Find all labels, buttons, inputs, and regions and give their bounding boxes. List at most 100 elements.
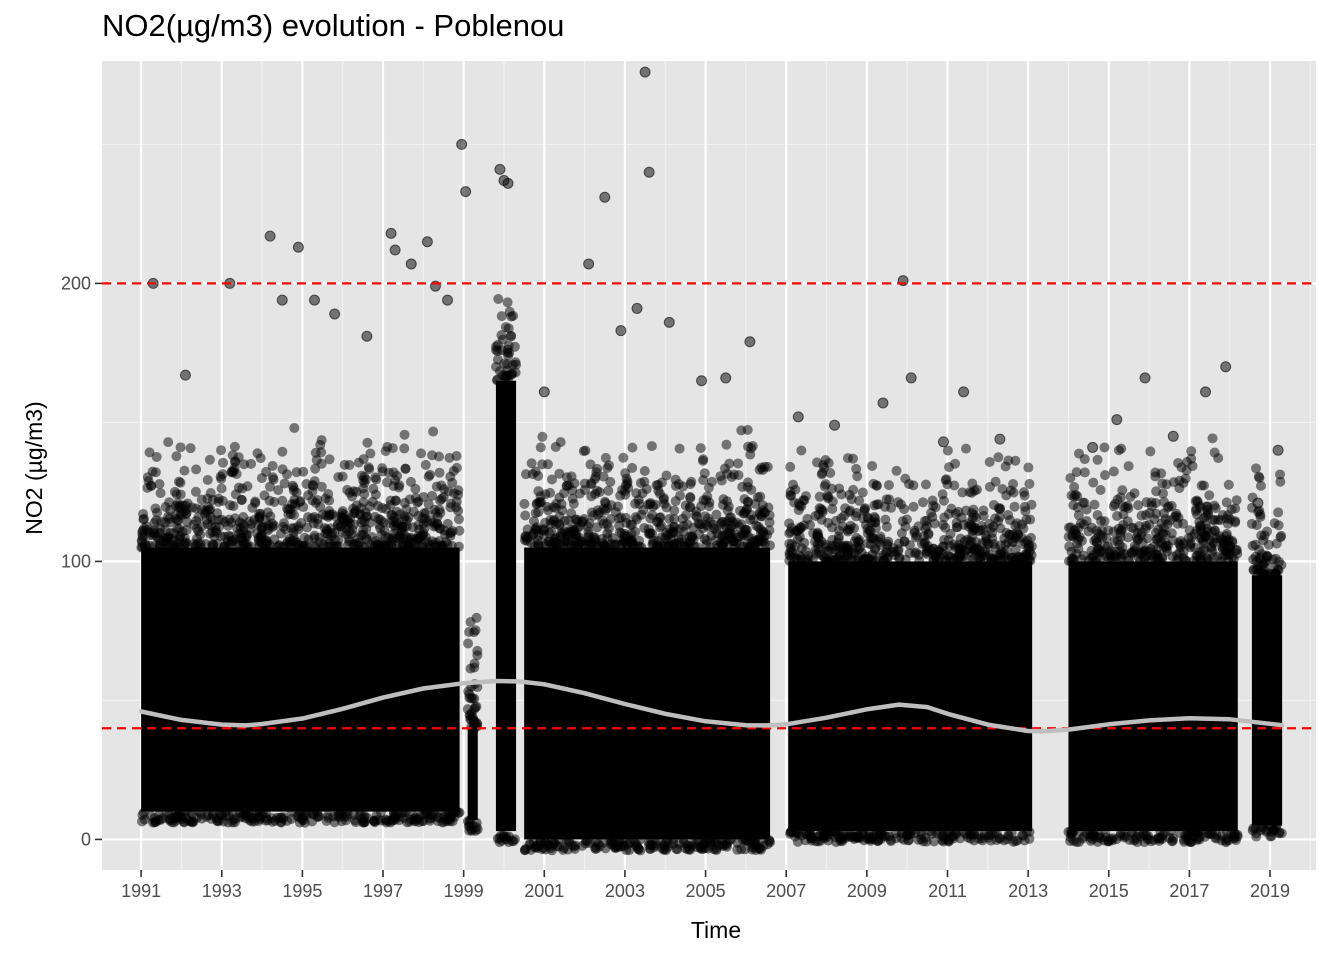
data-point [870,522,881,533]
data-point [169,812,180,823]
data-point [1127,827,1138,838]
data-point [176,510,187,521]
data-point [908,501,919,512]
data-point [605,476,616,487]
data-point [1149,549,1160,560]
data-point [1174,483,1185,494]
data-point [545,487,556,498]
data-point [138,508,149,519]
data-point [598,471,609,482]
data-point [436,480,447,491]
data-point [829,555,840,566]
data-point [920,479,931,490]
data-point [870,544,881,555]
data-point [1273,507,1284,518]
data-point [137,816,148,827]
data-point [646,441,657,452]
outlier-point [292,241,304,253]
data-point [1010,836,1021,847]
data-point [1099,835,1110,846]
data-point [726,471,737,482]
data-point [867,460,878,471]
data-point [1096,547,1107,558]
data-point [1209,447,1220,458]
data-point [1206,542,1217,553]
data-point [883,480,894,491]
data-point [252,448,263,459]
segment-core [788,561,1033,832]
data-point [620,468,631,479]
data-point [298,540,309,551]
data-point [151,451,162,462]
data-segment [136,422,465,828]
outlier-point [179,369,191,381]
data-point [408,813,419,824]
data-point [556,499,567,510]
data-point [291,487,302,498]
x-tick-label: 2001 [524,881,564,901]
data-point [814,491,825,502]
data-point [790,526,801,537]
data-point [377,463,388,474]
data-point [433,451,444,462]
data-point [851,463,862,474]
data-point [323,511,334,522]
data-point [554,518,565,529]
data-point [310,497,321,508]
data-point [310,463,321,474]
data-point [1223,534,1234,545]
data-segment [519,424,775,856]
data-point [908,480,919,491]
data-segment [490,293,522,848]
data-point [817,506,828,517]
data-point [1275,476,1286,487]
data-point [955,550,966,561]
data-point [367,532,378,543]
data-point [494,833,505,844]
data-point [520,469,531,480]
data-point [333,519,344,530]
data-point [1018,830,1029,841]
data-point [1151,508,1162,519]
x-tick-label: 1991 [121,881,161,901]
data-point [784,518,795,529]
data-point [1023,462,1034,473]
data-point [1255,511,1266,522]
data-point [1089,499,1100,510]
data-point [1187,826,1198,837]
data-point [298,502,309,513]
data-point [901,514,912,525]
data-point [645,497,656,508]
data-point [1108,466,1119,477]
data-point [195,809,206,820]
data-point [175,442,186,453]
data-point [1248,565,1259,576]
data-point [269,497,280,508]
data-point [1150,471,1161,482]
data-point [316,435,327,446]
data-segment [1063,433,1243,848]
data-point [698,454,709,465]
data-point [345,513,356,524]
data-point [1157,553,1168,564]
data-points [136,66,1287,856]
data-point [1088,829,1099,840]
data-point [240,813,251,824]
data-point [1164,832,1175,843]
outlier-point [264,230,276,242]
data-point [1071,467,1082,478]
data-point [453,505,464,516]
data-point [432,519,443,530]
data-point [880,514,891,525]
data-point [736,519,747,530]
data-point [1100,470,1111,481]
data-point [1158,488,1169,499]
data-point [242,481,253,492]
data-point [831,515,842,526]
data-point [211,527,222,538]
data-point [721,439,732,450]
data-point [310,447,321,458]
data-point [688,837,699,848]
data-point [216,445,227,456]
data-point [503,340,514,351]
